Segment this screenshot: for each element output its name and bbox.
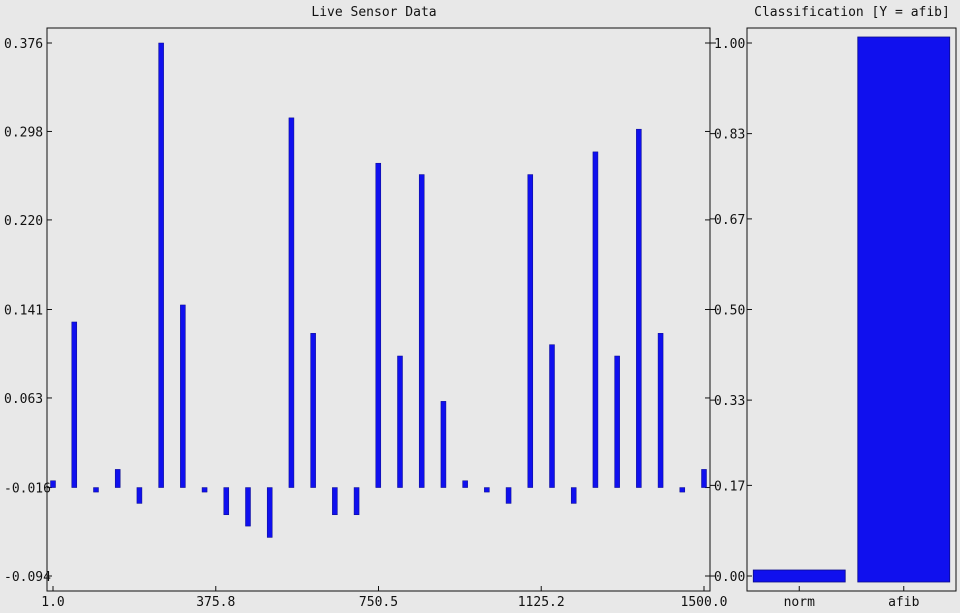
sensor-bar [440, 401, 447, 488]
sensor-x-tick-label: 1500.0 [681, 595, 728, 609]
classification-bar [857, 36, 951, 583]
sensor-bar [114, 469, 121, 488]
sensor-x-tick-label: 1125.2 [518, 595, 565, 609]
classification-chart-title: Classification [Y = afib] [754, 5, 950, 20]
classification-category-label: norm [784, 595, 815, 609]
sensor-y-tick-label: 0.220 [4, 214, 43, 229]
sensor-bar [310, 333, 316, 488]
sensor-bar [50, 480, 56, 488]
classification-y-tick-label: 1.00 [714, 37, 745, 52]
sensor-bar [201, 487, 208, 493]
sensor-x-tick-label: 375.8 [196, 595, 235, 609]
classification-y-axis: 1.00 0.83 0.67 0.50 0.33 0.17 0.00 [710, 37, 752, 585]
sensor-bar [288, 117, 295, 488]
classification-y-tick-label: 0.33 [714, 394, 745, 409]
classification-category-label: afib [888, 595, 919, 609]
sensor-bar [71, 321, 78, 488]
classification-y-tick-label: 0.00 [714, 570, 745, 585]
classification-y-tick-label: 0.17 [714, 479, 745, 494]
sensor-bar [158, 42, 164, 488]
sensor-y-axis: 0.376 0.298 0.220 0.141 0.063 -0.016 -0.094 [4, 37, 710, 585]
sensor-bar [397, 355, 403, 488]
sensor-bar [353, 487, 360, 516]
sensor-y-tick-label: 0.063 [4, 392, 43, 407]
classification-y-tick-label: 0.67 [714, 213, 745, 228]
classification-y-tick-label: 0.83 [714, 128, 745, 143]
sensor-bar [93, 487, 99, 493]
sensor-bar [636, 128, 642, 488]
sensor-bar [136, 487, 143, 504]
sensor-bar [180, 304, 186, 488]
sensor-x-tick-label: 750.5 [359, 595, 398, 609]
sensor-bar [614, 355, 620, 488]
sensor-y-tick-label: -0.016 [4, 482, 51, 497]
classification-bar [752, 569, 846, 583]
sensor-bar [462, 480, 468, 488]
sensor-y-tick-label: 0.141 [4, 304, 43, 319]
sensor-bar [701, 469, 707, 488]
sensor-bar [332, 487, 338, 516]
sensor-y-tick-label: -0.094 [4, 570, 51, 585]
classification-y-tick-label: 0.50 [714, 304, 745, 319]
sensor-y-tick-label: 0.376 [4, 37, 43, 52]
sensor-bar [527, 174, 534, 488]
sensor-bar [375, 162, 382, 488]
sensor-bar [266, 487, 273, 538]
sensor-bar [245, 487, 251, 527]
sensor-bar [484, 487, 490, 493]
sensor-bar [679, 487, 686, 493]
sensor-x-tick-label: 1.0 [41, 595, 64, 609]
sensor-bar [223, 487, 230, 516]
classification-bars [752, 36, 951, 583]
sensor-bar [657, 333, 664, 488]
sensor-bar [418, 174, 425, 488]
sensor-bar [570, 487, 577, 504]
sensor-chart-title: Live Sensor Data [311, 5, 436, 20]
classification-x-axis: norm afib [784, 586, 920, 610]
sensor-bar [592, 151, 599, 488]
sensor-bar [505, 487, 512, 504]
sensor-bars [50, 42, 707, 538]
sensor-y-tick-label: 0.298 [4, 125, 43, 140]
sensor-x-axis: 1.0 375.8 750.5 1125.2 1500.0 [41, 586, 728, 610]
sensor-bar [549, 344, 555, 488]
